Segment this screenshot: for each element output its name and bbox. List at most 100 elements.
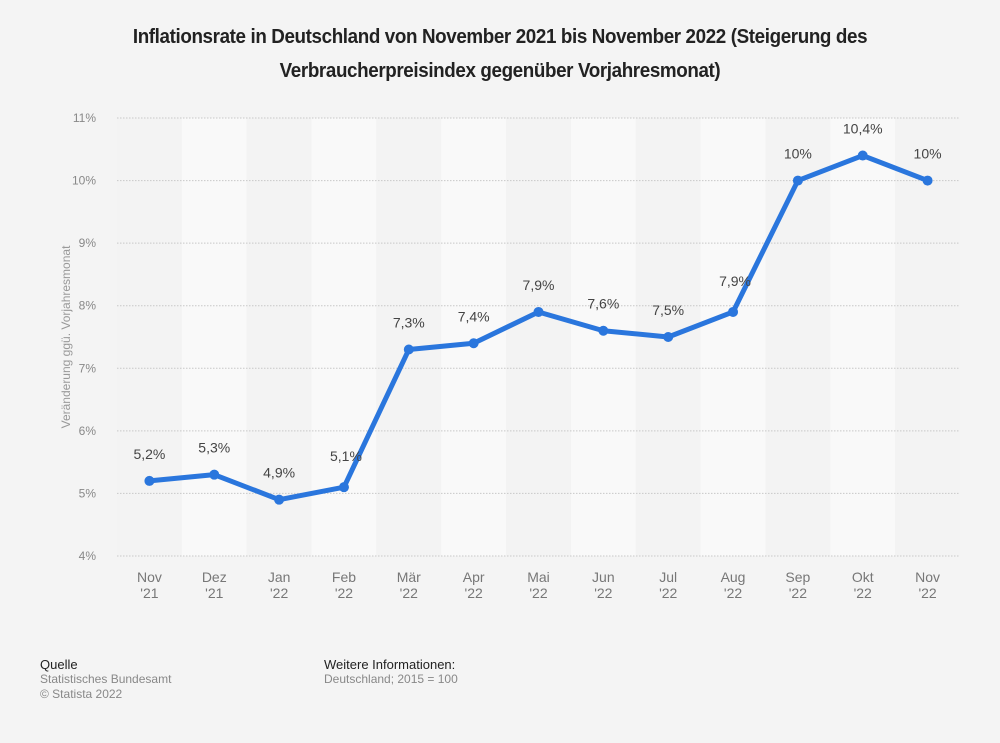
x-tick-year: '22 <box>789 585 807 601</box>
data-label: 10,4% <box>843 121 883 137</box>
y-tick-label: 11% <box>73 111 96 125</box>
column-band <box>246 118 312 556</box>
data-label: 7,9% <box>719 273 751 289</box>
x-tick-label: Jan'22 <box>268 569 291 601</box>
info-block: Weitere Informationen: Deutschland; 2015… <box>324 657 458 687</box>
x-tick-label: Mai'22 <box>527 569 550 601</box>
x-tick-month: Jul <box>659 569 677 585</box>
y-tick-label: 5% <box>79 486 97 500</box>
source-name[interactable]: Statistisches Bundesamt <box>40 672 172 686</box>
copyright: © Statista 2022 <box>40 687 123 701</box>
x-tick-year: '22 <box>529 585 547 601</box>
x-tick-label: Nov'22 <box>915 569 940 601</box>
data-label: 5,2% <box>133 446 165 462</box>
x-tick-label: Aug'22 <box>721 569 746 601</box>
y-tick-label: 10% <box>72 174 96 188</box>
gridlines <box>117 117 960 557</box>
y-tick-label: 4% <box>79 549 97 563</box>
info-text: Deutschland; 2015 = 100 <box>324 672 458 686</box>
data-point <box>792 175 803 186</box>
column-band <box>117 118 182 556</box>
column-band <box>765 118 831 556</box>
data-label: 7,5% <box>652 302 684 318</box>
x-tick-month: Mai <box>527 569 550 585</box>
data-point <box>598 325 609 336</box>
data-point <box>209 469 220 480</box>
data-label: 7,3% <box>393 315 425 331</box>
x-tick-year: '21 <box>205 585 223 601</box>
x-tick-year: '22 <box>400 585 418 601</box>
x-tick-month: Nov <box>915 569 940 585</box>
x-tick-year: '22 <box>918 585 936 601</box>
x-tick-year: '22 <box>465 585 483 601</box>
data-point <box>922 175 933 186</box>
y-tick-label: 7% <box>79 361 97 375</box>
x-tick-month: Feb <box>332 569 356 585</box>
data-label: 7,9% <box>523 277 555 293</box>
x-tick-month: Aug <box>721 569 746 585</box>
x-tick-month: Mär <box>397 569 421 585</box>
x-tick-label: Mär'22 <box>397 569 421 601</box>
x-tick-month: Sep <box>785 569 810 585</box>
x-tick-label: Sep'22 <box>785 569 810 601</box>
info-heading: Weitere Informationen: <box>324 657 456 672</box>
y-axis-ticks: 4% 5% 6% 7% 8% 9% 10% 11% <box>72 111 96 563</box>
y-tick-label: 6% <box>79 424 97 438</box>
column-band <box>441 118 507 556</box>
series-line <box>144 150 933 505</box>
data-point <box>533 306 544 317</box>
y-tick-label: 8% <box>79 299 97 313</box>
x-tick-label: Jul'22 <box>659 569 677 601</box>
chart-title: Inflationsrate in Deutschland von Novemb… <box>132 26 868 82</box>
x-tick-year: '22 <box>270 585 288 601</box>
x-tick-label: Apr'22 <box>463 569 485 601</box>
data-point <box>857 150 868 161</box>
column-band <box>830 118 896 556</box>
x-tick-year: '22 <box>335 585 353 601</box>
y-axis-label: Veränderung ggü. Vorjahresmonat <box>59 245 73 428</box>
source-block: Quelle Statistisches Bundesamt © Statist… <box>40 657 171 702</box>
data-labels: 5,2% 5,3% 4,9% 5,1% 7,3% 7,4% 7,9% 7,6% 7,5% 7,9%… <box>133 121 941 481</box>
column-band <box>376 118 442 556</box>
x-tick-year: '21 <box>140 585 158 601</box>
column-band <box>895 118 960 556</box>
x-tick-month: Dez <box>202 569 227 585</box>
data-point <box>338 482 349 493</box>
x-tick-year: '22 <box>659 585 677 601</box>
x-axis-ticks: Nov'21Dez'21Jan'22Feb'22Mär'22Apr'22Mai'… <box>137 569 940 601</box>
x-tick-label: Nov'21 <box>137 569 162 601</box>
data-label: 7,6% <box>587 296 619 312</box>
data-point <box>274 494 285 505</box>
data-label: 4,9% <box>263 465 295 481</box>
column-band <box>700 118 766 556</box>
data-label: 10% <box>784 146 812 162</box>
column-band <box>181 118 247 556</box>
x-tick-label: Feb'22 <box>332 569 356 601</box>
column-band <box>506 118 571 556</box>
data-point <box>663 332 674 342</box>
data-label: 7,4% <box>458 308 490 324</box>
x-tick-month: Jun <box>592 569 615 585</box>
x-tick-month: Apr <box>463 569 485 585</box>
data-point <box>144 475 155 486</box>
data-label: 10% <box>914 146 942 162</box>
data-point <box>728 306 739 317</box>
y-tick-label: 9% <box>79 236 97 250</box>
x-tick-month: Okt <box>852 569 874 585</box>
x-tick-month: Nov <box>137 569 162 585</box>
x-tick-year: '22 <box>724 585 742 601</box>
data-point <box>468 338 479 349</box>
data-label: 5,1% <box>330 448 362 464</box>
x-tick-year: '22 <box>594 585 612 601</box>
x-tick-month: Jan <box>268 569 291 585</box>
source-heading: Quelle <box>40 657 78 672</box>
data-point <box>403 344 414 355</box>
x-tick-year: '22 <box>854 585 872 601</box>
x-tick-label: Okt'22 <box>852 569 874 601</box>
column-band <box>570 118 636 556</box>
column-bands <box>117 118 960 556</box>
data-label: 5,3% <box>198 440 230 456</box>
x-tick-label: Jun'22 <box>592 569 615 601</box>
x-tick-label: Dez'21 <box>202 569 227 601</box>
